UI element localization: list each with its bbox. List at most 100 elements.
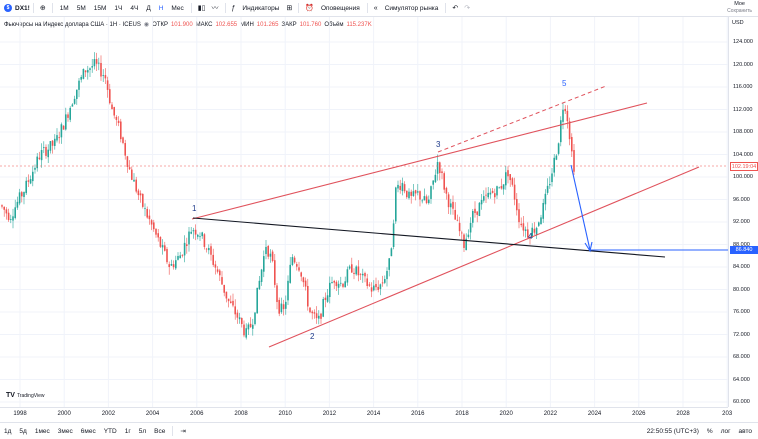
range-6m[interactable]: 6мес <box>80 427 96 435</box>
candle-body <box>573 150 575 172</box>
candle-body <box>56 135 58 141</box>
range-3m[interactable]: 3мес <box>57 427 73 435</box>
candle-body <box>436 162 439 174</box>
candle-body <box>480 199 483 205</box>
price-tick-label: 60.000 <box>733 399 750 405</box>
candle-body <box>214 264 217 268</box>
candle-body <box>208 248 210 251</box>
eye-icon[interactable]: ◉ <box>143 22 150 28</box>
candle-body <box>498 187 500 189</box>
indicators-button[interactable]: Индикаторы <box>242 4 280 12</box>
range-1d[interactable]: 1д <box>4 427 12 435</box>
time-tick-label: 2024 <box>587 411 602 417</box>
candle-body <box>403 184 406 192</box>
candle-body <box>137 190 140 196</box>
wave-label-4[interactable]: 4 <box>528 232 533 241</box>
time-tick-label: 2006 <box>190 411 204 417</box>
candle-body <box>465 238 467 251</box>
candle-body <box>516 199 518 211</box>
price-tick-label: 72.000 <box>733 331 750 338</box>
range-ytd[interactable]: YTD <box>103 427 117 435</box>
wave-label-5[interactable]: 5 <box>562 79 567 88</box>
candle-body <box>241 318 243 325</box>
candle-body <box>335 281 338 287</box>
candle-body <box>25 180 27 194</box>
candle-body <box>111 104 113 110</box>
auto-toggle[interactable]: авто <box>738 427 752 435</box>
candle-body <box>249 323 252 328</box>
candle-body <box>463 234 465 248</box>
interval-1m[interactable]: 1М <box>59 4 69 12</box>
tradingview-logo[interactable]: TV TradingView <box>6 392 44 399</box>
candle-body <box>267 246 269 257</box>
percent-toggle[interactable]: % <box>706 427 713 435</box>
time-axis[interactable]: 1998 2000 2002 2004 2006 2008 2010 2012 2014 2016… <box>0 407 732 421</box>
redo-icon[interactable]: ↷ <box>464 5 471 12</box>
candle-body <box>113 107 115 116</box>
divider <box>366 3 368 13</box>
log-toggle[interactable]: лог <box>720 427 731 435</box>
candle-body <box>441 171 443 173</box>
clock-time[interactable]: 22:50:55 (UTC+3) <box>646 427 699 435</box>
symbol-logo-icon: $ <box>4 4 12 12</box>
undo-icon[interactable]: ↶ <box>452 5 459 12</box>
range-all[interactable]: Все <box>154 427 166 435</box>
candle-body <box>384 279 386 283</box>
templates-icon[interactable]: ⊞ <box>286 5 293 12</box>
save-layout-button[interactable]: Мое Сохранить <box>727 1 752 15</box>
candle-body <box>326 295 329 302</box>
candle-body <box>1 205 3 207</box>
candle-body <box>296 264 298 267</box>
interval-5m[interactable]: 5М <box>76 4 86 12</box>
line-chart-type-icon[interactable]: 〰 <box>211 5 219 12</box>
interval-4h[interactable]: 4Ч <box>130 4 139 12</box>
wave-label-3[interactable]: 3 <box>436 140 441 149</box>
candle-body <box>423 196 426 201</box>
candle-body <box>362 273 364 276</box>
channel-lower-line <box>268 166 700 348</box>
interval-week[interactable]: Н <box>158 4 164 12</box>
candle-body <box>71 104 74 107</box>
projection-arrow-line <box>570 164 591 251</box>
range-1m[interactable]: 1мес <box>34 427 50 435</box>
candle-body <box>179 255 181 259</box>
compare-add-icon[interactable]: ⊕ <box>39 5 46 12</box>
candle-body <box>122 137 124 143</box>
candle-body <box>100 62 102 77</box>
candle-body <box>227 298 230 302</box>
volume-label: Объём <box>324 21 344 28</box>
replay-button[interactable]: Симулятор рынка <box>384 4 439 12</box>
candle-body <box>120 121 122 140</box>
close-label: ЗАКР <box>281 21 297 28</box>
alerts-button[interactable]: Оповещения <box>320 4 360 12</box>
candle-body <box>538 222 540 226</box>
goto-date-icon[interactable]: ⇥ <box>180 428 186 435</box>
symbol-search[interactable]: $ DX1! <box>4 4 30 12</box>
candle-body <box>38 157 41 160</box>
price-chart-canvas[interactable] <box>0 17 728 407</box>
range-1y[interactable]: 1г <box>124 427 131 435</box>
candle-body <box>276 285 278 302</box>
range-5y[interactable]: 5л <box>138 427 147 435</box>
interval-day[interactable]: Д <box>146 4 151 12</box>
interval-1h[interactable]: 1Ч <box>114 4 123 12</box>
candle-body <box>128 167 131 170</box>
candle-body <box>27 180 30 182</box>
range-5d[interactable]: 5д <box>19 427 27 435</box>
currency-label[interactable]: USD <box>732 20 744 26</box>
interval-15m[interactable]: 15М <box>93 4 107 12</box>
candle-body <box>205 248 208 250</box>
candles-chart-type-icon[interactable]: ▮▯ <box>197 5 206 12</box>
interval-month[interactable]: Мес <box>171 4 184 12</box>
wave-label-1[interactable]: 1 <box>192 204 197 213</box>
candle-body <box>483 196 485 201</box>
candle-body <box>544 193 547 205</box>
price-axis[interactable]: 124.000 120.000 116.000 112.000 108.000 104.0… <box>728 17 758 407</box>
candle-body <box>315 313 318 319</box>
candle-body <box>194 229 197 235</box>
candle-body <box>571 137 573 152</box>
candle-body <box>487 192 489 198</box>
wave-label-2[interactable]: 2 <box>310 332 315 341</box>
candle-body <box>527 229 529 238</box>
candle-body <box>496 186 498 196</box>
